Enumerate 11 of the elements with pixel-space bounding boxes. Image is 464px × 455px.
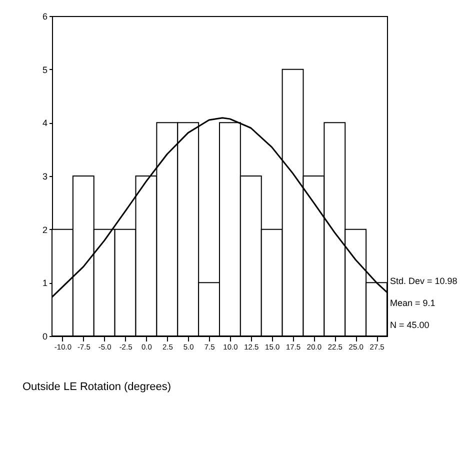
x-axis-title: Outside LE Rotation (degrees) xyxy=(22,381,172,393)
text: Mean = 9.1 xyxy=(390,298,436,308)
text: N = 45.00 xyxy=(390,320,430,330)
y-tick-label: 3 xyxy=(42,172,48,182)
y-tick-label: 5 xyxy=(42,64,48,75)
y-tick-label: 0 xyxy=(42,332,48,342)
y-tick-label: 4 xyxy=(42,118,48,128)
y-tick-label: 6 xyxy=(42,12,48,22)
y-tick-label: 1 xyxy=(42,278,48,288)
y-tick-label: 2 xyxy=(42,224,48,235)
text: Std. Dev = 10.98 xyxy=(390,276,458,286)
